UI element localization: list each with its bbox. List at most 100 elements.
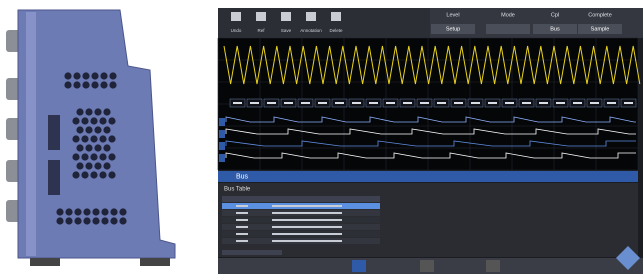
vent-hole: [64, 72, 71, 79]
decode-mark: [369, 102, 378, 104]
vent-hole: [73, 81, 80, 88]
toolbar-button-label: Ref: [257, 28, 265, 33]
cell-mark: [272, 205, 342, 207]
toolbar-icon[interactable]: [331, 12, 341, 21]
page: {"toolbar": {"buttons": ["Undo", "Ref", …: [0, 0, 643, 274]
toolbar-icon[interactable]: [231, 12, 241, 21]
trigger-value: Setup: [446, 26, 460, 32]
slot: [48, 160, 60, 195]
vent-hole: [119, 208, 126, 215]
lane-tag: [219, 118, 225, 126]
status-chip: [486, 260, 500, 272]
vent-hole: [81, 117, 88, 124]
vent-hole: [94, 162, 101, 169]
decode-mark: [522, 102, 531, 104]
vent-hole: [81, 135, 88, 142]
trigger-label: Complete: [588, 12, 612, 18]
cell-mark: [272, 233, 342, 235]
cell-mark: [272, 212, 342, 214]
vent-hole: [94, 126, 101, 133]
cell-mark: [236, 219, 248, 221]
vent-hole: [56, 208, 63, 215]
cell-mark: [272, 226, 342, 228]
vent-hole: [94, 108, 101, 115]
vent-hole: [82, 72, 89, 79]
foot: [30, 258, 60, 266]
bus-bar: [218, 171, 638, 182]
decode-mark: [250, 102, 259, 104]
vent-hole: [73, 72, 80, 79]
decode-mark: [488, 102, 497, 104]
toolbar-icon[interactable]: [281, 12, 291, 21]
vent-hole: [81, 171, 88, 178]
vent-hole: [76, 108, 83, 115]
instrument-photo: [6, 10, 175, 266]
decode-mark: [573, 102, 582, 104]
vent-hole: [85, 144, 92, 151]
decode-mark: [318, 102, 327, 104]
bus-label: Bus: [236, 173, 249, 180]
vent-hole: [103, 108, 110, 115]
table-title: Bus Table: [224, 187, 251, 193]
decode-mark: [539, 102, 548, 104]
vent-hole: [99, 135, 106, 142]
trigger-label: Cpl: [551, 12, 559, 18]
lane-tag: [219, 142, 225, 150]
decode-mark: [471, 102, 480, 104]
vent-hole: [76, 144, 83, 151]
toolbar-icon[interactable]: [256, 12, 266, 21]
trigger-label: Level: [446, 12, 459, 18]
vent-hole: [65, 217, 72, 224]
vent-hole: [99, 153, 106, 160]
vent-hole: [90, 135, 97, 142]
table-header: [222, 196, 380, 202]
vent-hole: [83, 208, 90, 215]
trigger-value: Sample: [591, 26, 610, 32]
cell-mark: [236, 240, 248, 242]
vent-hole: [110, 217, 117, 224]
table-footer: [222, 250, 282, 255]
vent-hole: [99, 171, 106, 178]
cell-mark: [236, 205, 248, 207]
lane-tag: [219, 154, 225, 162]
vent-hole: [109, 81, 116, 88]
vent-hole: [72, 153, 79, 160]
vent-hole: [119, 217, 126, 224]
vent-hole: [56, 217, 63, 224]
vent-hole: [91, 81, 98, 88]
decode-mark: [233, 102, 242, 104]
vent-hole: [100, 81, 107, 88]
toolbar-icon[interactable]: [306, 12, 316, 21]
decode-mark: [267, 102, 276, 104]
decode-mark: [624, 102, 633, 104]
decode-mark: [556, 102, 565, 104]
vent-hole: [109, 72, 116, 79]
vent-hole: [76, 126, 83, 133]
toolbar-button-label: Annotation: [300, 28, 322, 33]
status-chip: [420, 260, 434, 272]
vent-hole: [85, 162, 92, 169]
vent-hole: [103, 162, 110, 169]
cell-mark: [236, 233, 248, 235]
toolbar-button-label: Save: [281, 28, 292, 33]
vent-hole: [108, 153, 115, 160]
decode-mark: [386, 102, 395, 104]
vent-hole: [85, 108, 92, 115]
vent-hole: [72, 171, 79, 178]
decode-mark: [301, 102, 310, 104]
vent-hole: [92, 217, 99, 224]
vent-hole: [90, 171, 97, 178]
vent-hole: [72, 117, 79, 124]
vent-hole: [74, 217, 81, 224]
status-chip: [352, 260, 366, 272]
vent-hole: [94, 144, 101, 151]
decode-mark: [607, 102, 616, 104]
vent-hole: [85, 126, 92, 133]
trigger-value: Bus: [550, 26, 560, 32]
scene: UndoRefSaveAnnotationDelete LevelModeCpl…: [0, 0, 643, 274]
vent-hole: [72, 135, 79, 142]
vent-hole: [100, 72, 107, 79]
trigger-label: Mode: [501, 12, 515, 18]
vent-hole: [103, 144, 110, 151]
vent-hole: [74, 208, 81, 215]
